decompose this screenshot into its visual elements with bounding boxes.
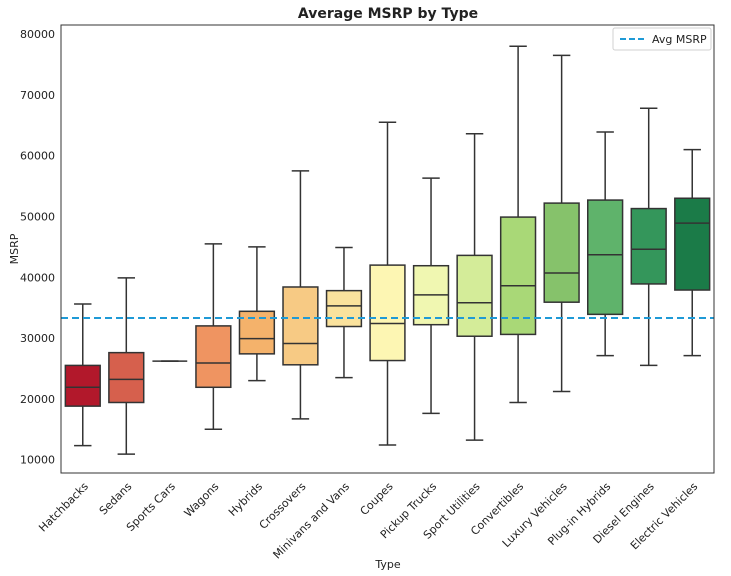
iqr-box [630,207,667,285]
y-tick-label: 20000 [20,393,55,406]
legend: Avg MSRP [612,27,712,51]
y-axis-ticks: 10000 20000 30000 40000 50000 60000 70000 80000 [20,28,55,467]
iqr-box [325,289,363,328]
box-diesel-engines [630,107,667,367]
iqr-box [369,264,406,362]
plot-frame [60,24,715,474]
iqr-box [587,199,624,316]
iqr-box [674,197,711,291]
box-pickup-trucks [412,177,450,415]
x-tick-label: Coupes [358,480,396,518]
iqr-box [499,216,537,336]
box-wagons [195,243,232,430]
iqr-box [282,286,319,366]
boxes-layer [64,45,711,455]
box-hybrids [238,246,276,382]
x-tick-label: Sedans [97,480,135,518]
legend-label-avg-msrp: Avg MSRP [652,33,707,46]
chart-title: Average MSRP by Type [298,6,478,22]
iqr-box [238,310,276,355]
box-minivans-and-vans [325,246,363,379]
iqr-box [64,364,101,407]
x-axis-label: Type [374,558,400,571]
box-convertibles [499,45,537,404]
iqr-box [195,325,232,389]
y-tick-label: 40000 [20,271,55,284]
x-tick-label: Hatchbacks [36,480,91,535]
box-sedans [108,277,145,455]
iqr-box [543,202,580,303]
y-tick-label: 10000 [20,454,55,467]
y-tick-label: 30000 [20,332,55,345]
box-coupes [369,121,406,446]
box-luxury-vehicles [543,54,580,393]
x-tick-label: Wagons [182,480,222,520]
y-tick-label: 50000 [20,210,55,223]
y-tick-label: 60000 [20,150,55,163]
iqr-box [108,351,145,404]
box-electric-vehicles [674,148,711,357]
x-tick-label: Minivans and Vans [271,480,353,562]
box-plug-in-hybrids [587,131,624,357]
box-crossovers [282,170,319,420]
y-tick-label: 80000 [20,28,55,41]
y-tick-label: 70000 [20,89,55,102]
legend-box [612,27,712,51]
box-sport-utilities [456,133,493,441]
y-axis-label: MSRP [8,233,21,264]
box-hatchbacks [64,303,101,447]
iqr-box [456,254,493,337]
x-tick-label: Hybrids [226,480,265,519]
